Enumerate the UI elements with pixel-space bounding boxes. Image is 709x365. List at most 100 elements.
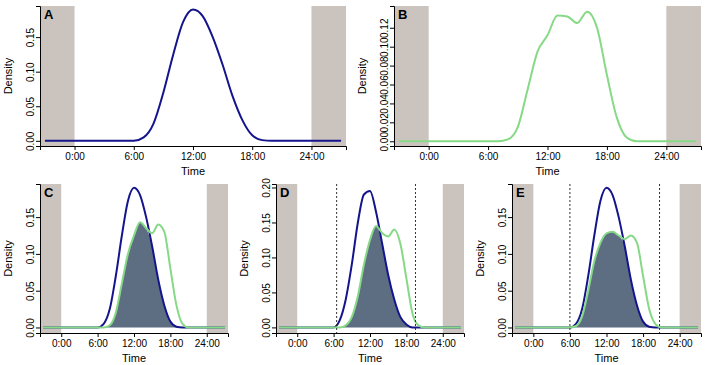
y-tick-label: 0.00 — [379, 132, 390, 152]
y-tick: 0.04 — [379, 94, 394, 114]
x-tick-mark — [429, 146, 430, 150]
x-tick-label: 12:00 — [358, 338, 383, 349]
x-tick-label: 12:00 — [535, 151, 560, 162]
y-axis-line — [508, 185, 513, 334]
y-tick: 0.05 — [261, 283, 276, 303]
y-tick-label: 0.05 — [25, 281, 36, 301]
x-tick: 12:00 — [358, 333, 383, 349]
y-tick-label: 0.00 — [25, 131, 36, 151]
y-tick: 0.15 — [497, 207, 512, 227]
x-axis-title: Time — [594, 352, 618, 364]
y-tick-mark — [272, 222, 276, 223]
x-tick-mark — [61, 333, 62, 337]
y-tick-label: 0.10 — [25, 62, 36, 82]
y-tick: 0.00 — [497, 318, 512, 338]
plot-area — [40, 184, 228, 333]
x-axis-title: Time — [535, 165, 559, 177]
y-tick: 0.08 — [379, 56, 394, 76]
panel-label: B — [398, 7, 407, 22]
x-tick-mark — [311, 146, 312, 150]
y-tick: 0.15 — [25, 27, 40, 47]
y-tick-label: 0.20 — [261, 178, 272, 198]
y-tick-mark — [390, 85, 394, 86]
x-tick-mark — [443, 333, 444, 337]
dotted-line — [415, 184, 416, 333]
x-axis-title: Time — [122, 352, 146, 364]
y-tick-label: 0.15 — [25, 207, 36, 227]
y-tick-mark — [36, 327, 40, 328]
x-axis-line — [41, 334, 229, 338]
x-tick-label: 0:00 — [288, 338, 308, 349]
panel-label: A — [44, 7, 54, 22]
panel-label: C — [44, 185, 54, 200]
x-tick-label: 6:00 — [561, 338, 581, 349]
y-tick: 0.10 — [497, 244, 512, 264]
x-axis: 0:006:0012:0018:0024:00 — [277, 333, 465, 349]
y-tick-label: 0.10 — [497, 244, 508, 264]
y-tick-label: 0.00 — [25, 318, 36, 338]
x-axis: 0:006:0012:0018:0024:00 — [395, 146, 702, 162]
y-tick-mark — [272, 327, 276, 328]
y-tick-mark — [390, 28, 394, 29]
density-line — [515, 188, 698, 328]
x-tick: 6:00 — [479, 146, 499, 162]
y-tick-label: 0.04 — [379, 94, 390, 114]
x-tick: 18:00 — [158, 333, 183, 349]
x-tick-label: 24:00 — [668, 338, 693, 349]
x-tick: 12:00 — [122, 333, 147, 349]
dotted-line — [659, 184, 660, 333]
y-tick-mark — [36, 37, 40, 38]
y-tick-label: 0.10 — [261, 248, 272, 268]
x-tick-mark — [170, 333, 171, 337]
x-tick-label: 0:00 — [52, 338, 72, 349]
x-tick-mark — [252, 146, 253, 150]
y-axis-title: Density — [474, 240, 486, 277]
overlap-area — [515, 232, 698, 328]
x-tick-label: 0:00 — [65, 151, 85, 162]
y-tick: 0.12 — [379, 18, 394, 38]
dotted-line — [336, 184, 337, 333]
x-tick-mark — [207, 333, 208, 337]
y-axis: 0.000.050.100.15 — [497, 185, 513, 338]
y-tick: 0.02 — [379, 113, 394, 133]
x-axis: 0:006:0012:0018:0024:00 — [41, 146, 347, 162]
night-band — [512, 184, 533, 333]
x-tick: 24:00 — [299, 146, 324, 162]
x-tick-label: 24:00 — [299, 151, 324, 162]
y-tick-mark — [36, 217, 40, 218]
night-band — [443, 184, 464, 333]
y-tick-label: 0.05 — [261, 283, 272, 303]
y-tick-label: 0.15 — [261, 213, 272, 233]
y-tick-label: 0.10 — [379, 37, 390, 57]
y-tick: 0.10 — [379, 37, 394, 57]
x-tick-mark — [98, 333, 99, 337]
x-tick-mark — [607, 146, 608, 150]
x-tick-label: 12:00 — [122, 338, 147, 349]
overlap-area — [43, 222, 225, 327]
x-tick: 6:00 — [88, 333, 108, 349]
y-axis-title: Density — [2, 240, 14, 277]
x-tick-mark — [607, 333, 608, 337]
panel: 0:006:0012:0018:0024:000.000.050.100.150… — [238, 178, 465, 364]
y-tick-mark — [390, 103, 394, 104]
y-tick-mark — [36, 291, 40, 292]
night-band — [666, 6, 701, 146]
x-tick-label: 0:00 — [524, 338, 544, 349]
y-tick-mark — [390, 47, 394, 48]
y-tick-label: 0.05 — [25, 97, 36, 117]
y-tick-mark — [390, 66, 394, 67]
x-axis: 0:006:0012:0018:0024:00 — [513, 333, 702, 349]
x-tick-mark — [680, 333, 681, 337]
y-tick-label: 0.15 — [497, 207, 508, 227]
y-tick-mark — [508, 217, 512, 218]
x-tick-mark — [406, 333, 407, 337]
x-tick-label: 24:00 — [195, 338, 220, 349]
y-axis-line — [36, 7, 41, 147]
x-tick-label: 18:00 — [394, 338, 419, 349]
x-tick: 18:00 — [631, 333, 656, 349]
y-axis: 0.000.050.100.15 — [25, 185, 41, 338]
y-axis-line — [390, 7, 395, 147]
x-axis-line — [277, 334, 465, 338]
x-tick-label: 6:00 — [125, 151, 145, 162]
x-axis-title: Time — [358, 352, 382, 364]
